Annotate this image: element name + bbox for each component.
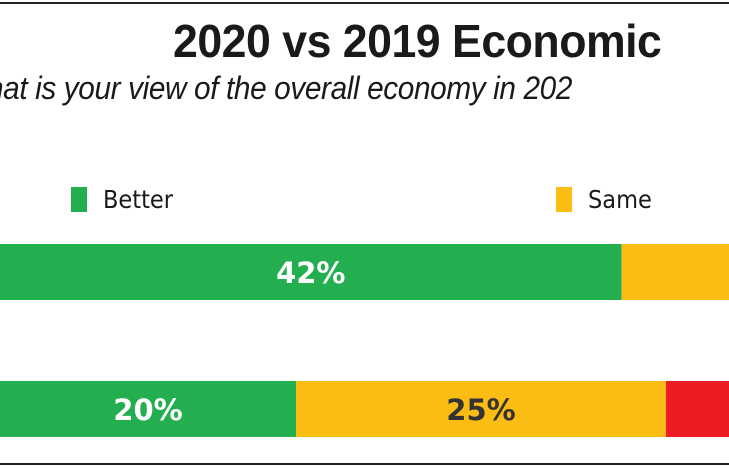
data-label: 42%: [276, 256, 345, 290]
legend-label-same: Same: [588, 185, 652, 214]
legend-swatch-same: [556, 187, 572, 212]
legend-swatch-better: [71, 187, 87, 212]
data-label: 25%: [446, 393, 515, 427]
top-border: [0, 2, 729, 4]
bottom-border: [0, 463, 729, 465]
data-label: 20%: [113, 393, 182, 427]
chart-title: 2020 vs 2019 Economic: [173, 15, 662, 67]
bar-segment-same: [296, 381, 666, 437]
chart-subtitle: hat is your view of the overall economy …: [0, 70, 573, 106]
bar-segment-other: [666, 381, 729, 437]
bar-segment-better: [0, 244, 622, 300]
legend-item-better: Better: [71, 185, 181, 214]
bar-segment-same: [621, 244, 729, 300]
bar-segment-better: [0, 381, 296, 437]
legend-label-better: Better: [103, 185, 174, 214]
legend-item-same: Same: [556, 185, 659, 214]
